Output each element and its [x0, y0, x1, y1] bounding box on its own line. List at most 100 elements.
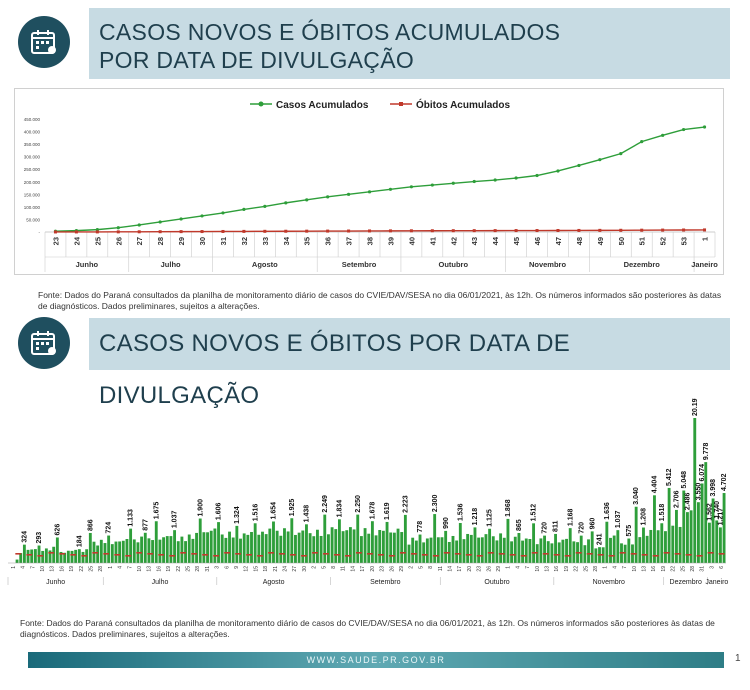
daily-case-bar: [217, 522, 220, 563]
daily-death-mark: [26, 554, 33, 556]
week-label: 46: [533, 237, 542, 245]
daily-case-bar: [348, 527, 352, 563]
daily-case-bar: [389, 532, 393, 563]
deaths-point: [535, 229, 539, 233]
day-tick-label: 17: [360, 566, 366, 572]
daily-case-bar: [301, 530, 305, 563]
daily-death-mark: [630, 553, 637, 555]
day-tick-label: 16: [156, 566, 162, 572]
week-label: 37: [345, 237, 354, 245]
daily-case-bar: [176, 541, 180, 563]
cases-point: [451, 181, 455, 185]
cases-point: [284, 201, 288, 205]
daily-case-bar: [671, 525, 675, 563]
day-tick-label: 11: [438, 566, 444, 571]
day-tick-label: 10: [40, 566, 46, 572]
deaths-point: [451, 229, 455, 233]
month-label: Novembro: [529, 260, 567, 269]
day-tick-label: 25: [680, 566, 686, 572]
daily-case-bar: [37, 545, 41, 563]
daily-case-bar: [151, 540, 155, 563]
day-tick-label: 16: [554, 566, 560, 572]
week-label: 24: [72, 236, 81, 245]
daily-case-bar: [488, 528, 492, 563]
case-value-label: 626: [54, 524, 61, 536]
footer-url[interactable]: WWW.SAUDE.PR.GOV.BR: [306, 655, 446, 665]
daily-case-bar: [367, 533, 371, 563]
day-tick-label: 6: [719, 566, 725, 569]
footer-bar: WWW.SAUDE.PR.GOV.BR: [28, 652, 724, 668]
case-value-label: 990: [443, 517, 450, 529]
daily-death-mark: [586, 553, 593, 555]
case-value-label: 1.536: [457, 503, 464, 521]
daily-case-bar: [257, 534, 261, 563]
daily-case-bar: [411, 537, 415, 563]
day-tick-label: 8: [331, 566, 337, 569]
case-value-label: 9.778: [703, 442, 710, 460]
cases-point: [493, 178, 497, 182]
daily-case-bar: [121, 540, 125, 563]
day-tick-label: 30: [302, 566, 308, 572]
deaths-point: [619, 228, 623, 232]
daily-death-mark: [597, 554, 604, 556]
calendar-virus-icon: [18, 16, 70, 68]
case-value-label: 6.074: [699, 464, 706, 482]
day-tick-label: 22: [79, 566, 85, 572]
cumulative-line-chart: Casos Acumulados Óbitos Acumulados - 50.000…: [24, 98, 718, 272]
cases-point: [556, 169, 560, 173]
day-tick-label: 4: [21, 566, 27, 569]
day-tick-label: 1: [108, 566, 114, 569]
case-value-label: 2.223: [402, 495, 409, 513]
daily-case-bar: [162, 537, 166, 563]
daily-case-bar: [370, 521, 374, 563]
cases-point: [158, 220, 162, 224]
daily-case-bar: [77, 549, 81, 563]
daily-death-mark: [70, 554, 77, 556]
daily-case-bar: [656, 530, 660, 563]
daily-case-bar: [696, 502, 700, 563]
month-label: Janeiro: [705, 579, 728, 586]
week-label: 28: [156, 237, 165, 245]
daily-case-bar: [477, 537, 481, 563]
daily-death-mark: [652, 555, 659, 557]
legend-marker: [258, 101, 264, 107]
y-tick-label: 200.000: [24, 180, 41, 185]
daily-case-bar: [462, 539, 466, 563]
cases-point: [619, 152, 623, 156]
y-tick-label: -: [39, 230, 41, 235]
daily-death-mark: [301, 555, 307, 557]
day-tick-label: 10: [535, 566, 541, 572]
day-tick-label: 24: [283, 566, 289, 572]
case-value-label: 3.550: [696, 483, 703, 501]
daily-case-bar: [506, 518, 510, 563]
month-label: Junho: [76, 260, 99, 269]
daily-case-bar: [675, 509, 678, 563]
daily-case-bar: [407, 544, 411, 563]
day-tick-label: 1: [603, 566, 609, 569]
daily-case-bar: [81, 551, 85, 563]
daily-case-bar: [125, 539, 129, 563]
y-tick-label: 350.000: [24, 142, 41, 147]
daily-case-bar: [330, 527, 334, 563]
daily-case-bar: [623, 544, 627, 563]
month-label: Novembro: [593, 579, 625, 586]
daily-death-mark: [180, 552, 187, 554]
case-value-label: 1.217: [718, 508, 725, 526]
daily-case-bar: [422, 542, 426, 563]
daily-death-mark: [158, 554, 165, 556]
case-value-label: 1.925: [289, 499, 296, 517]
daily-case-bar: [634, 506, 638, 563]
daily-case-bar: [381, 530, 385, 563]
week-label: 36: [324, 237, 333, 245]
deaths-point: [640, 228, 644, 232]
day-tick-label: 4: [118, 566, 124, 569]
daily-case-bar: [609, 537, 612, 563]
day-tick-label: 3: [215, 566, 221, 569]
daily-case-bar: [264, 534, 268, 563]
day-tick-label: 4: [515, 566, 521, 569]
daily-case-bar: [198, 518, 202, 563]
daily-case-bar: [33, 549, 37, 563]
daily-death-mark: [125, 555, 132, 557]
daily-case-bar: [337, 519, 341, 563]
case-value-label: 1.125: [487, 509, 494, 527]
